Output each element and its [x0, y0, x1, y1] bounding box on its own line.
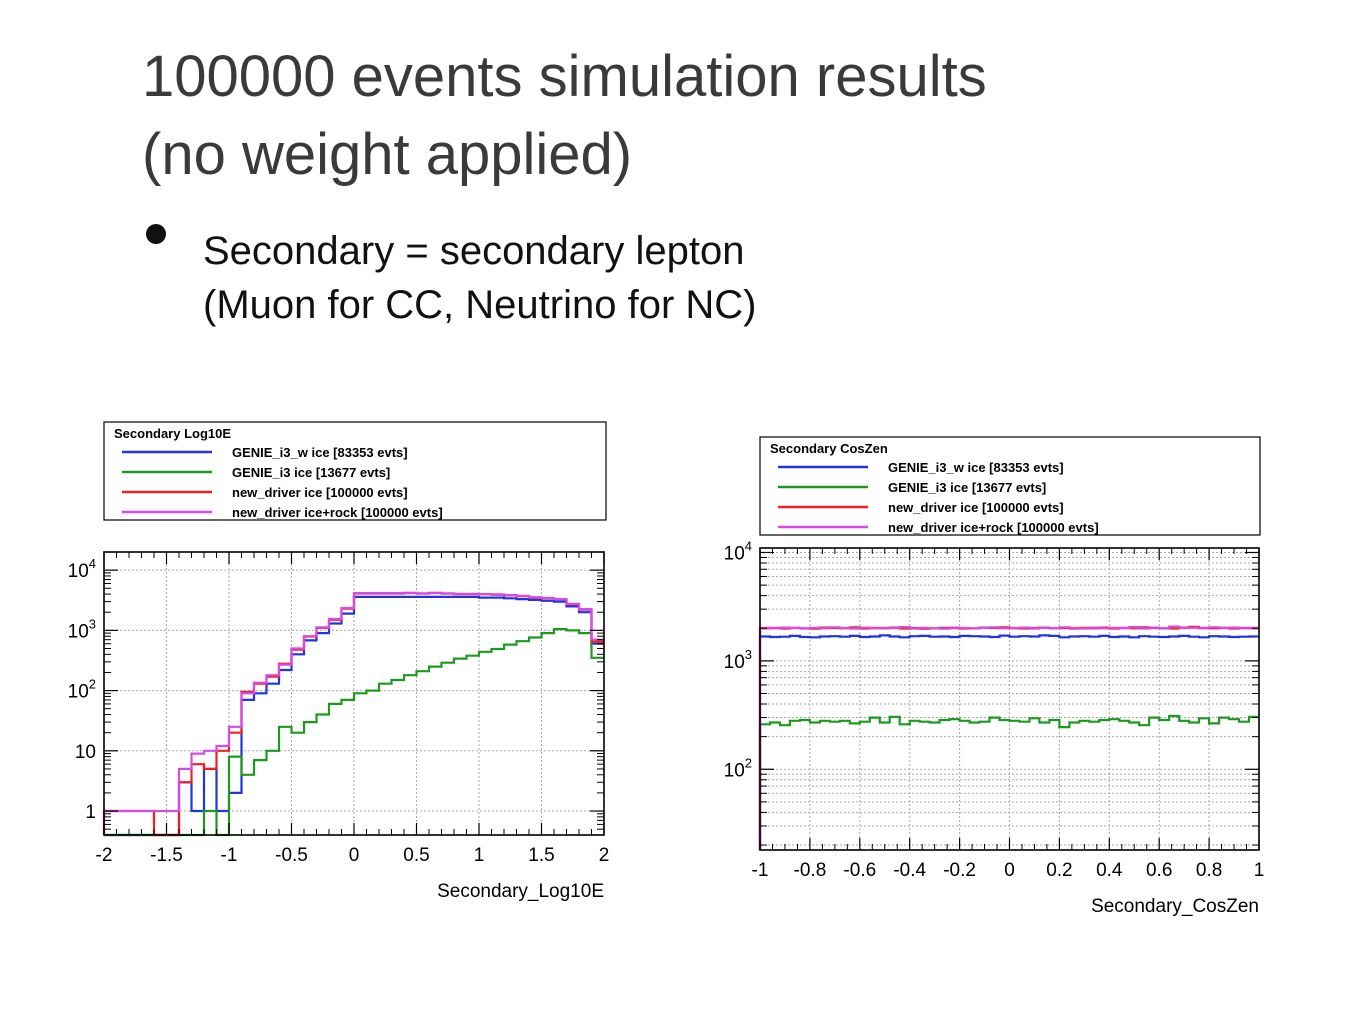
y-tick-label: 103 — [724, 647, 752, 673]
y-tick-label-exp: 4 — [745, 538, 752, 553]
x-tick-label: -0.8 — [794, 860, 827, 881]
y-tick-label: 1 — [85, 802, 96, 823]
legend-title: Secondary Log10E — [114, 426, 231, 441]
x-tick-label: -0.5 — [275, 845, 308, 866]
plot-area — [760, 548, 1259, 850]
y-tick-label: 104 — [68, 556, 96, 582]
y-tick-label-base: 10 — [724, 652, 745, 673]
y-tick-label-exp: 4 — [89, 556, 96, 571]
bullet-dot-icon — [146, 224, 166, 244]
x-axis-title: Secondary_Log10E — [437, 881, 604, 902]
bullet-line2: (Muon for CC, Neutrino for NC) — [203, 283, 757, 327]
y-tick-label-base: 10 — [724, 543, 745, 564]
y-tick-label: 10 — [75, 742, 96, 763]
legend-entry-2: new_driver ice [100000 evts] — [232, 485, 408, 500]
x-tick-label: 0.6 — [1146, 860, 1172, 881]
series-line-3 — [102, 592, 604, 835]
x-axis-title: Secondary_CosZen — [1091, 896, 1259, 917]
x-tick-label: 1.5 — [528, 845, 554, 866]
bullet-line1: Secondary = secondary lepton — [203, 229, 745, 273]
x-tick-label: -1 — [221, 845, 238, 866]
x-tick-label: -0.4 — [893, 860, 926, 881]
y-tick-label-exp: 3 — [745, 647, 752, 662]
x-tick-label: -0.6 — [843, 860, 876, 881]
x-tick-label: -2 — [96, 845, 113, 866]
legend-entry-2: new_driver ice [100000 evts] — [888, 500, 1064, 515]
y-tick-label-base: 10 — [68, 621, 89, 642]
legend-entry-3: new_driver ice+rock [100000 evts] — [888, 520, 1099, 535]
legend-entry-1: GENIE_i3 ice [13677 evts] — [232, 465, 390, 480]
x-tick-label: 0 — [1004, 860, 1015, 881]
y-tick-label: 102 — [68, 677, 96, 703]
y-tick-label-exp: 2 — [745, 755, 752, 770]
x-tick-label: -1 — [752, 860, 769, 881]
y-tick-label-exp: 3 — [89, 616, 96, 631]
x-tick-label: 0.2 — [1046, 860, 1072, 881]
y-tick-label-base: 10 — [75, 742, 96, 763]
x-tick-label: -1.5 — [150, 845, 183, 866]
series-line-1 — [758, 714, 1259, 850]
x-tick-label: 2 — [599, 845, 610, 866]
y-tick-label-base: 10 — [68, 561, 89, 582]
x-tick-label: 1 — [474, 845, 485, 866]
slide-title: 100000 events simulation results (no wei… — [142, 38, 987, 194]
slide-title-line1: 100000 events simulation results — [142, 44, 987, 109]
x-tick-label: 0.4 — [1096, 860, 1123, 881]
legend-entry-0: GENIE_i3_w ice [83353 evts] — [888, 460, 1064, 475]
series-line-0 — [758, 634, 1259, 850]
legend-entry-3: new_driver ice+rock [100000 evts] — [232, 505, 443, 520]
legend-entry-1: GENIE_i3 ice [13677 evts] — [888, 480, 1046, 495]
y-tick-label-base: 1 — [85, 802, 96, 823]
y-tick-label-exp: 2 — [89, 677, 96, 692]
bullet-text: Secondary = secondary lepton (Muon for C… — [203, 224, 756, 332]
y-tick-label-base: 10 — [68, 682, 89, 703]
x-tick-label: 0.5 — [403, 845, 429, 866]
x-tick-label: 0 — [349, 845, 360, 866]
slide-title-line2: (no weight applied) — [142, 122, 633, 187]
y-tick-label: 104 — [724, 538, 752, 564]
x-tick-label: -0.2 — [943, 860, 976, 881]
x-tick-label: 0.8 — [1196, 860, 1222, 881]
series-line-0 — [104, 595, 604, 837]
x-tick-label: 1 — [1254, 860, 1265, 881]
y-tick-label-base: 10 — [724, 760, 745, 781]
y-tick-label: 103 — [68, 616, 96, 642]
legend-entry-0: GENIE_i3_w ice [83353 evts] — [232, 445, 408, 460]
series-line-3 — [758, 625, 1259, 850]
y-tick-label: 102 — [724, 755, 752, 781]
legend-title: Secondary CosZen — [770, 441, 888, 456]
